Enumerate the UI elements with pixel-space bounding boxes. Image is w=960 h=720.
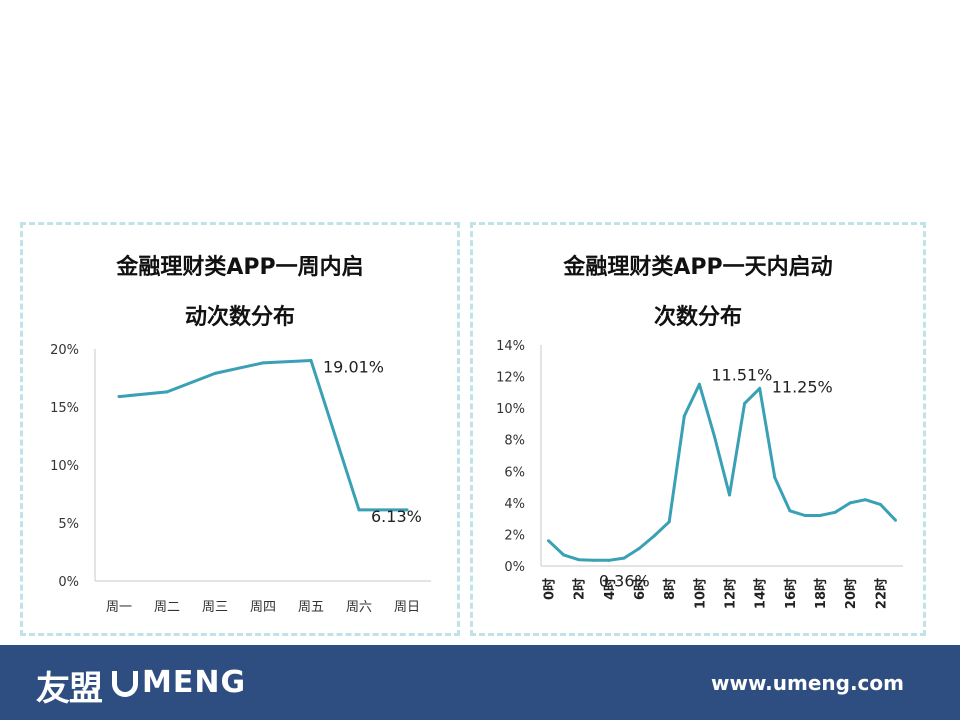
data-point [405,508,409,512]
y-tick-label: 10% [50,459,79,474]
umeng-u-icon [112,670,138,697]
weekly-line-chart: 0% 5% 10% 15% 20% 周一 周二 周三 周四 周五 周六 周日 19.01% 6.13% [50,343,431,615]
data-point [165,390,169,394]
x-tick-label: 12时 [723,578,739,609]
data-label: 11.51% [711,365,772,384]
weekly-chart-title: 金融理财类APP一周内启 动次数分布 [23,243,457,343]
x-tick-label: 0时 [542,578,558,600]
data-point [213,371,217,375]
data-point [758,386,762,390]
data-point [878,502,882,506]
data-point [607,558,611,562]
daily-series-line [547,382,897,562]
data-point [117,395,121,399]
data-point [652,534,656,538]
data-point [728,493,732,497]
x-tick-label: 14时 [753,578,769,609]
data-label: 19.01% [323,357,384,376]
daily-chart-title-line1: 金融理财类APP一天内启动 [563,255,833,280]
y-tick-label: 0% [58,575,79,590]
data-label: 6.13% [371,507,422,526]
x-tick-label: 16时 [783,578,799,609]
weekly-chart-panel: 金融理财类APP一周内启 动次数分布 0% 5% 10% 15% 20% 周一 周二 周三 周四… [20,222,460,636]
data-point [712,435,716,439]
daily-chart-title-line2: 次数分布 [653,305,742,330]
weekly-series-line [118,359,407,512]
data-point [803,513,807,517]
daily-chart-title: 金融理财类APP一天内启动 次数分布 [473,243,923,343]
data-point [818,513,822,517]
x-tick-label: 18时 [813,578,829,609]
data-point [863,498,867,502]
x-tick-label: 周三 [202,600,228,615]
x-tick-label: 20时 [843,578,859,609]
y-tick-label: 8% [504,434,525,449]
y-tick-label: 4% [504,497,525,512]
site-url: www.umeng.com [711,671,904,695]
weekly-chart-title-line2: 动次数分布 [184,305,295,330]
data-point [637,547,641,551]
y-tick-label: 14% [496,339,525,354]
x-tick-label: 8时 [662,578,678,600]
data-point [697,382,701,386]
x-tick-label: 10时 [692,578,708,609]
y-tick-label: 20% [50,343,79,358]
y-tick-label: 5% [58,517,79,532]
x-tick-label: 周日 [394,600,420,615]
data-point [592,558,596,562]
x-tick-label: 周五 [298,600,324,615]
x-tick-label: 周一 [106,600,132,615]
data-point [357,508,361,512]
x-tick-label: 2时 [572,578,588,600]
data-point [309,358,313,362]
data-point [261,361,265,365]
data-point [682,414,686,418]
data-point [893,518,897,522]
x-tick-label: 周四 [250,600,276,615]
data-point [833,510,837,514]
data-point [773,476,777,480]
weekly-chart-title-line1: 金融理财类APP一周内启 [116,255,364,280]
y-tick-label: 15% [50,401,79,416]
daily-line-chart: 0% 2% 4% 6% 8% 10% 12% 14% 0时 2时 4时 6时 8时 10时 12时 14时 16… [496,339,903,609]
y-tick-label: 2% [504,528,525,543]
data-point [788,509,792,513]
x-tick-label: 6时 [632,578,648,600]
data-point [562,553,566,557]
data-point [848,501,852,505]
data-point [743,401,747,405]
data-point [622,556,626,560]
x-tick-label: 周二 [154,600,180,615]
y-tick-label: 0% [504,560,525,575]
y-tick-label: 10% [496,402,525,417]
daily-chart-panel: 金融理财类APP一天内启动 次数分布 0% 2% 4% 6% 8% 10% 12% 14% 0时… [470,222,926,636]
x-tick-label: 22时 [873,578,889,609]
data-point [667,520,671,524]
umeng-logo-word: MENG [142,665,247,700]
x-tick-label: 周六 [346,600,372,615]
data-label: 11.25% [772,377,833,396]
data-point [547,539,551,543]
x-tick-label: 4时 [602,578,618,600]
data-label: 0.36% [599,571,650,590]
footer-bar: 友盟 MENG www.umeng.com [0,645,960,720]
data-point [577,558,581,562]
umeng-logo: MENG [112,665,246,700]
y-tick-label: 12% [496,371,525,386]
umeng-logo-chinese: 友盟 [36,669,103,709]
y-tick-label: 6% [504,465,525,480]
